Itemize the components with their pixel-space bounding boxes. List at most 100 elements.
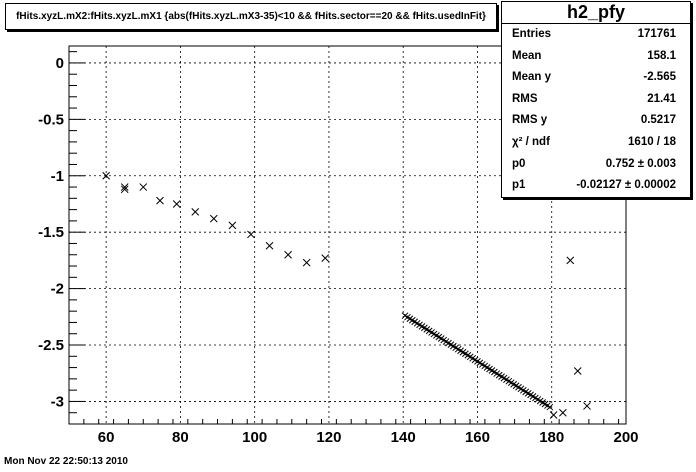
data-point <box>573 367 582 375</box>
marker-stroke <box>486 365 493 373</box>
marker-stroke <box>476 359 484 367</box>
stats-row-label: p0 <box>512 157 526 170</box>
marker-stroke <box>519 386 527 394</box>
data-point <box>284 250 292 259</box>
x-tick-label: 60 <box>98 429 115 446</box>
marker-stroke <box>483 364 491 371</box>
data-point <box>228 221 237 230</box>
marker-stroke <box>416 321 423 329</box>
x-tick-label: 160 <box>465 429 490 446</box>
marker-stroke <box>471 356 479 364</box>
timestamp: Mon Nov 22 22:50:13 2010 <box>4 456 128 467</box>
marker-stroke <box>428 329 435 336</box>
stats-row-label: χ² / ndf <box>512 135 550 148</box>
marker-stroke <box>517 385 525 393</box>
marker-stroke <box>423 326 431 333</box>
x-tick-label: 140 <box>391 429 416 446</box>
data-point <box>120 183 129 191</box>
stats-row-value: 21.41 <box>647 92 676 105</box>
marker-stroke <box>406 315 414 323</box>
data-point <box>156 196 164 205</box>
marker-stroke <box>447 341 455 348</box>
marker-stroke <box>566 256 575 265</box>
marker-stroke <box>573 367 582 375</box>
stats-row: RMS y 0.5217 <box>502 110 690 132</box>
marker-stroke <box>503 376 510 384</box>
marker-stroke <box>120 183 129 191</box>
marker-stroke <box>532 394 539 402</box>
x-tick-label: 100 <box>242 429 267 446</box>
marker-stroke <box>440 336 448 344</box>
stats-row-value: -2.565 <box>643 71 676 84</box>
data-points <box>102 171 591 419</box>
stats-row-label: p1 <box>512 179 526 192</box>
marker-stroke <box>209 214 218 223</box>
data-point <box>120 185 129 194</box>
marker-stroke <box>265 241 274 250</box>
marker-stroke <box>541 400 549 408</box>
data-point <box>583 402 591 410</box>
marker-stroke <box>559 408 567 417</box>
marker-stroke <box>449 342 457 350</box>
y-tick-labels: 0 -0.5 -1 -1.5 -2 -2.5 -3 <box>38 55 64 411</box>
y-tick-label: -0.5 <box>38 111 64 128</box>
marker-stroke <box>421 324 428 332</box>
marker-stroke <box>536 397 544 405</box>
marker-stroke <box>445 339 452 347</box>
data-point <box>172 200 181 208</box>
stats-row-label: RMS y <box>512 114 548 127</box>
plot-title: fHits.xyzL.mX2:fHits.xyzL.mX1 {abs(fHits… <box>5 3 497 30</box>
stats-row-label: Mean y <box>512 71 551 84</box>
stats-row-label: Mean <box>512 49 542 62</box>
marker-stroke <box>408 316 416 324</box>
marker-stroke <box>413 319 421 327</box>
y-tick-label: -1 <box>51 168 64 185</box>
marker-stroke <box>433 332 440 339</box>
stats-histogram-name: h2_pfy <box>502 2 690 24</box>
data-point <box>247 230 255 239</box>
marker-stroke <box>454 345 462 353</box>
stats-row-value: 0.752 ± 0.003 <box>605 157 676 170</box>
marker-stroke <box>539 399 546 406</box>
stats-row-value: 171761 <box>637 28 676 40</box>
marker-stroke <box>442 338 450 345</box>
stats-row: Entries 171761 <box>502 24 690 46</box>
marker-stroke <box>474 358 481 365</box>
marker-stroke <box>435 333 443 341</box>
marker-stroke <box>284 250 292 259</box>
marker-stroke <box>522 388 530 396</box>
stats-row-value: -0.02127 ± 0.00002 <box>576 179 676 192</box>
dense-data-point <box>546 403 554 411</box>
axis-ticks <box>68 51 620 425</box>
stats-row: p1 -0.02127 ± 0.00002 <box>502 175 690 197</box>
marker-stroke <box>493 370 501 377</box>
marker-stroke <box>437 335 445 342</box>
data-point <box>209 214 218 223</box>
marker-stroke <box>549 411 558 419</box>
data-point <box>191 208 200 216</box>
data-point <box>321 254 330 262</box>
marker-stroke <box>418 322 426 330</box>
stats-row: RMS 21.41 <box>502 89 690 111</box>
marker-stroke <box>464 351 472 359</box>
marker-stroke <box>462 350 469 358</box>
marker-stroke <box>491 368 498 376</box>
marker-stroke <box>583 402 591 410</box>
stats-row-label: RMS <box>512 92 538 105</box>
marker-stroke <box>481 362 489 370</box>
y-tick-label: 0 <box>56 55 64 72</box>
marker-stroke <box>529 393 537 400</box>
marker-stroke <box>172 200 181 208</box>
marker-stroke <box>495 371 503 379</box>
marker-stroke <box>401 312 409 320</box>
marker-stroke <box>478 361 486 368</box>
stats-row: p0 0.752 ± 0.003 <box>502 154 690 176</box>
data-point <box>559 408 567 417</box>
x-tick-label: 200 <box>613 429 638 446</box>
marker-stroke <box>488 367 496 374</box>
marker-stroke <box>498 373 505 380</box>
y-tick-label: -2.5 <box>38 337 64 354</box>
y-tick-label: -2 <box>51 281 64 298</box>
stats-row: Mean 158.1 <box>502 46 690 68</box>
marker-stroke <box>102 171 110 180</box>
